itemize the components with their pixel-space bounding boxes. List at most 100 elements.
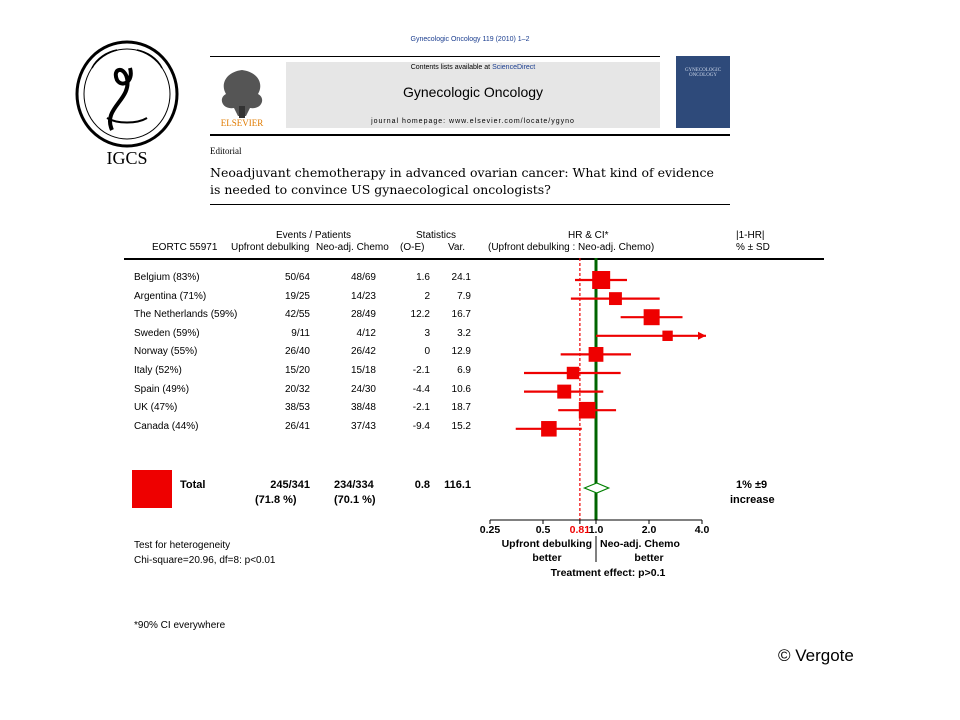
row-upfront: 26/40	[284, 346, 310, 357]
total-neo: 234/334	[334, 479, 374, 491]
header-pct-sd: % ± SD	[736, 242, 770, 253]
total-oe: 0.8	[414, 479, 430, 491]
hr-marker	[609, 292, 622, 306]
row-upfront: 20/32	[284, 384, 310, 395]
row-country: Canada (44%)	[134, 421, 199, 432]
hr-marker	[643, 309, 660, 326]
ci-arrow	[698, 331, 706, 340]
row-neo: 38/48	[350, 402, 376, 413]
hr-marker	[578, 401, 596, 419]
row-upfront: 15/20	[284, 365, 310, 376]
sciencedirect-link[interactable]: ScienceDirect	[492, 64, 536, 71]
x-tick-label: 0.81	[570, 524, 591, 536]
row-country: Norway (55%)	[134, 346, 198, 357]
hr-marker	[566, 366, 580, 380]
journal-citation[interactable]: Gynecologic Oncology 119 (2010) 1–2	[410, 36, 530, 43]
journal-homepage[interactable]: journal homepage: www.elsevier.com/locat…	[371, 118, 575, 125]
contents-line: Contents lists available at ScienceDirec…	[286, 64, 660, 71]
hr-marker	[662, 330, 673, 341]
xlabel-left-1: Upfront debulking	[502, 538, 592, 550]
row-oe: 0	[424, 346, 430, 357]
header-forest-sub: (Upfront debulking : Neo-adj. Chemo)	[488, 242, 655, 253]
row-oe: 1.6	[416, 272, 430, 283]
row-neo: 26/42	[350, 346, 376, 357]
forest-plot: 0.25 0.5 0.811.0 2.0 4.0 Upfront debulking bet…	[480, 258, 710, 579]
igcs-seal-logo: IGCS	[75, 40, 179, 168]
title-rule	[210, 204, 730, 205]
row-neo: 28/49	[350, 309, 376, 320]
cover-title: GYNECOLOGIC ONCOLOGY	[684, 68, 722, 78]
row-oe: 2	[424, 291, 430, 302]
elsevier-logo: ELSEVIER	[212, 62, 272, 128]
header-trial: EORTC 55971	[152, 242, 218, 253]
hr-marker	[541, 421, 557, 437]
row-upfront: 42/55	[284, 309, 310, 320]
row-var: 12.9	[451, 346, 471, 357]
xlabel-left-2: better	[532, 552, 561, 564]
total-effect: 1% ±9	[736, 479, 768, 491]
header-rule-bottom	[210, 134, 730, 136]
paper-title: Neoadjuvant chemotherapy in advanced ova…	[210, 165, 714, 197]
x-tick-label: 1.0	[589, 524, 604, 536]
section-label: Editorial	[210, 146, 242, 156]
total-legend-box	[132, 470, 172, 508]
xlabel-right-1: Neo-adj. Chemo	[600, 538, 680, 550]
row-neo: 24/30	[350, 384, 376, 395]
footnote: *90% CI everywhere	[134, 620, 226, 631]
journal-banner: Contents lists available at ScienceDirec…	[286, 62, 660, 128]
xlabel-right-2: better	[634, 552, 663, 564]
total-upfront-pct: (71.8 %)	[255, 494, 297, 506]
x-tick-label: 4.0	[695, 524, 710, 536]
total-upfront: 245/341	[270, 479, 310, 491]
row-var: 6.9	[457, 365, 471, 376]
row-oe: -2.1	[412, 365, 430, 376]
row-neo: 37/43	[350, 421, 376, 432]
hr-marker	[588, 347, 604, 362]
x-tick-label: 2.0	[642, 524, 657, 536]
x-tick-label: 0.5	[536, 524, 551, 536]
row-upfront: 26/41	[284, 421, 310, 432]
header-neo: Neo-adj. Chemo	[316, 242, 389, 253]
x-tick-label: 0.25	[480, 524, 500, 536]
pooled-diamond	[582, 482, 611, 494]
row-country: Spain (49%)	[134, 384, 190, 395]
header-oe: (O-E)	[400, 242, 425, 253]
header-1-minus-hr: |1-HR|	[736, 230, 765, 241]
journal-name: Gynecologic Oncology	[402, 84, 544, 100]
row-var: 24.1	[451, 272, 471, 283]
row-country: UK (47%)	[134, 402, 178, 413]
total-var: 116.1	[444, 479, 471, 491]
table-header-rule	[124, 258, 824, 260]
heterogeneity-title: Test for heterogeneity	[134, 540, 231, 551]
header-rule-top	[210, 56, 660, 57]
row-country: Belgium (83%)	[134, 272, 200, 283]
row-oe: -9.4	[412, 421, 430, 432]
row-oe: -2.1	[412, 402, 430, 413]
row-country: Sweden (59%)	[134, 328, 200, 339]
row-var: 10.6	[451, 384, 471, 395]
row-var: 16.7	[451, 309, 471, 320]
row-oe: 12.2	[410, 309, 430, 320]
header-hr-ci: HR & CI*	[568, 230, 609, 241]
row-country: The Netherlands (59%)	[134, 309, 238, 320]
row-oe: -4.4	[412, 384, 430, 395]
row-neo: 14/23	[350, 291, 376, 302]
copyright: © Vergote	[778, 646, 854, 665]
row-var: 7.9	[457, 291, 471, 302]
hr-marker	[592, 271, 611, 289]
row-country: Italy (52%)	[134, 365, 182, 376]
hr-marker	[557, 384, 572, 399]
row-var: 18.7	[451, 402, 471, 413]
xlabel-bottom: Treatment effect: p>0.1	[551, 567, 666, 579]
total-neo-pct: (70.1 %)	[334, 494, 376, 506]
row-var: 15.2	[451, 421, 471, 432]
header-upfront: Upfront debulking	[231, 242, 310, 253]
row-var: 3.2	[457, 328, 471, 339]
row-country: Argentina (71%)	[134, 291, 207, 302]
row-neo: 4/12	[356, 328, 376, 339]
total-effect-direction: increase	[730, 494, 775, 506]
row-neo: 48/69	[350, 272, 376, 283]
header-statistics: Statistics	[416, 230, 457, 241]
total-label: Total	[180, 479, 206, 491]
header-var: Var.	[448, 242, 466, 253]
